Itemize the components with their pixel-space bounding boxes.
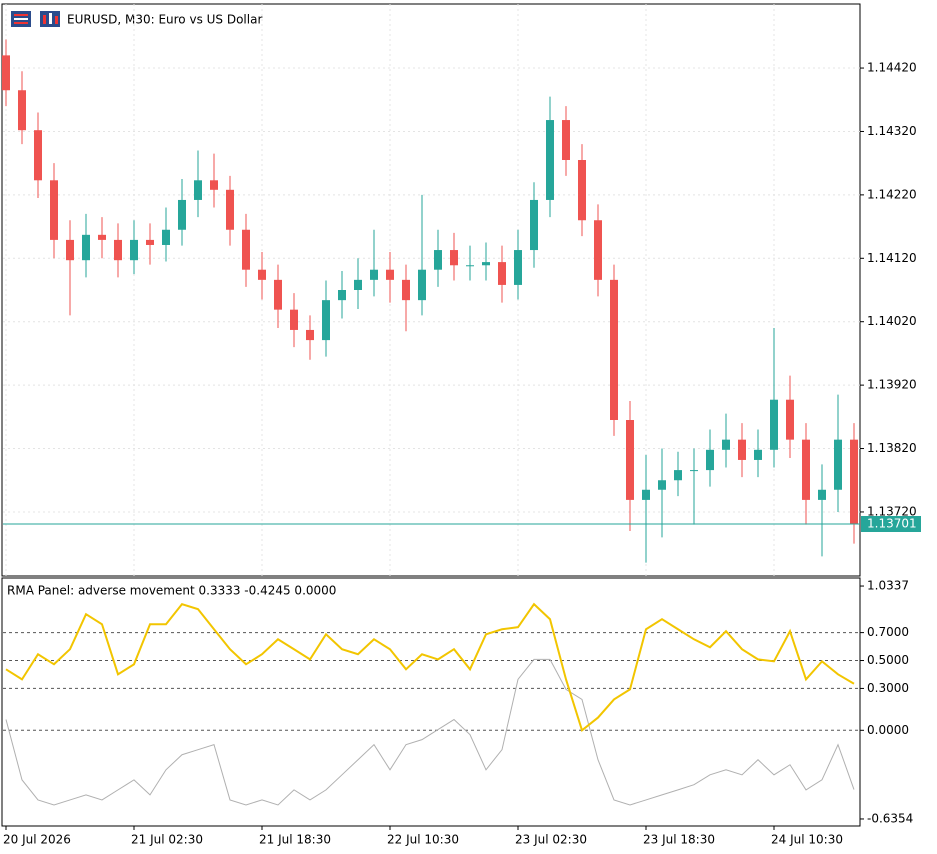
indicator-title: RMA Panel: adverse movement 0.3333 -0.42… — [7, 584, 336, 598]
candle-body — [242, 229, 250, 270]
last-price-box — [861, 516, 921, 532]
candle-body — [674, 470, 682, 481]
y-tick-label: 1.13820 — [867, 441, 917, 455]
candle-body — [98, 234, 106, 240]
candle-body — [194, 180, 202, 200]
candle-body — [498, 262, 506, 285]
x-tick-label: 22 Jul 10:30 — [387, 833, 459, 847]
candle-body — [2, 55, 10, 91]
last-price-label: 1.13701 — [867, 517, 917, 531]
candle-body — [786, 399, 794, 440]
candle-body — [34, 130, 42, 181]
candle-body — [178, 199, 186, 230]
candle-body — [546, 120, 554, 200]
y-tick-label: 0.3000 — [867, 681, 909, 695]
candle-body — [482, 262, 490, 266]
y-tick-label: 1.13720 — [867, 504, 917, 518]
y-tick-label: 1.14020 — [867, 314, 917, 328]
candle-body — [226, 189, 234, 230]
candle-body — [706, 449, 714, 471]
candle-body — [722, 439, 730, 450]
candle-body — [594, 220, 602, 280]
candle-body — [82, 234, 90, 261]
candle-body — [450, 250, 458, 266]
indicator-line — [5, 602, 855, 732]
candle-body — [210, 180, 218, 190]
candle-body — [306, 329, 314, 341]
y-tick-label: 1.14320 — [867, 124, 917, 138]
candle-body — [370, 269, 378, 280]
candle-body — [578, 160, 586, 221]
candle-body — [514, 250, 522, 285]
candle-body — [466, 265, 474, 267]
candle-body — [322, 300, 330, 341]
candle-body — [770, 399, 778, 450]
candle-body — [562, 120, 570, 160]
y-tick-label: 1.13920 — [867, 378, 917, 392]
y-tick-label: 0.0000 — [867, 723, 909, 737]
candle-body — [338, 290, 346, 301]
candle-body — [818, 489, 826, 500]
candle-body — [530, 199, 538, 251]
y-tick-label: 0.5000 — [867, 653, 909, 667]
indicator-line — [5, 658, 855, 806]
x-tick-label: 23 Jul 18:30 — [643, 833, 715, 847]
candle-body — [290, 309, 298, 330]
symbol-icons — [11, 11, 60, 27]
candle-body — [834, 439, 842, 490]
candle-body — [850, 439, 858, 524]
candle-body — [258, 269, 266, 280]
chart-title: EURUSD, M30: Euro vs US Dollar — [67, 13, 262, 27]
y-tick-label: -0.6354 — [867, 811, 913, 825]
y-tick-label: 1.14120 — [867, 251, 917, 265]
candle-body — [434, 250, 442, 270]
candle-body — [418, 269, 426, 301]
candle-body — [754, 449, 762, 460]
y-tick-label: 1.14420 — [867, 61, 917, 75]
x-tick-label: 24 Jul 10:30 — [771, 833, 843, 847]
candle-body — [642, 489, 650, 500]
candle-body — [18, 90, 26, 131]
y-tick-label: 0.7000 — [867, 625, 909, 639]
y-tick-label: 1.0337 — [867, 579, 909, 593]
candle-body — [66, 239, 74, 261]
main-frame — [1, 3, 861, 577]
candle-body — [610, 279, 618, 420]
indicator-frame — [1, 577, 861, 827]
y-tick-label: 1.14220 — [867, 187, 917, 201]
candle-body — [274, 279, 282, 310]
candle-body — [402, 279, 410, 301]
x-tick-label: 23 Jul 02:30 — [515, 833, 587, 847]
candle-body — [146, 239, 154, 245]
x-tick-label: 20 Jul 2026 — [3, 833, 71, 847]
candle-body — [802, 439, 810, 500]
candle-body — [690, 470, 698, 472]
candle-body — [626, 420, 634, 500]
candle-body — [738, 439, 746, 460]
x-tick-label: 21 Jul 02:30 — [131, 833, 203, 847]
candle-body — [114, 239, 122, 261]
x-tick-label: 21 Jul 18:30 — [259, 833, 331, 847]
candle-body — [130, 239, 138, 261]
candle-body — [50, 180, 58, 240]
candle-body — [354, 279, 362, 290]
candle-body — [162, 229, 170, 245]
candle-body — [658, 480, 666, 490]
candle-body — [386, 269, 394, 280]
